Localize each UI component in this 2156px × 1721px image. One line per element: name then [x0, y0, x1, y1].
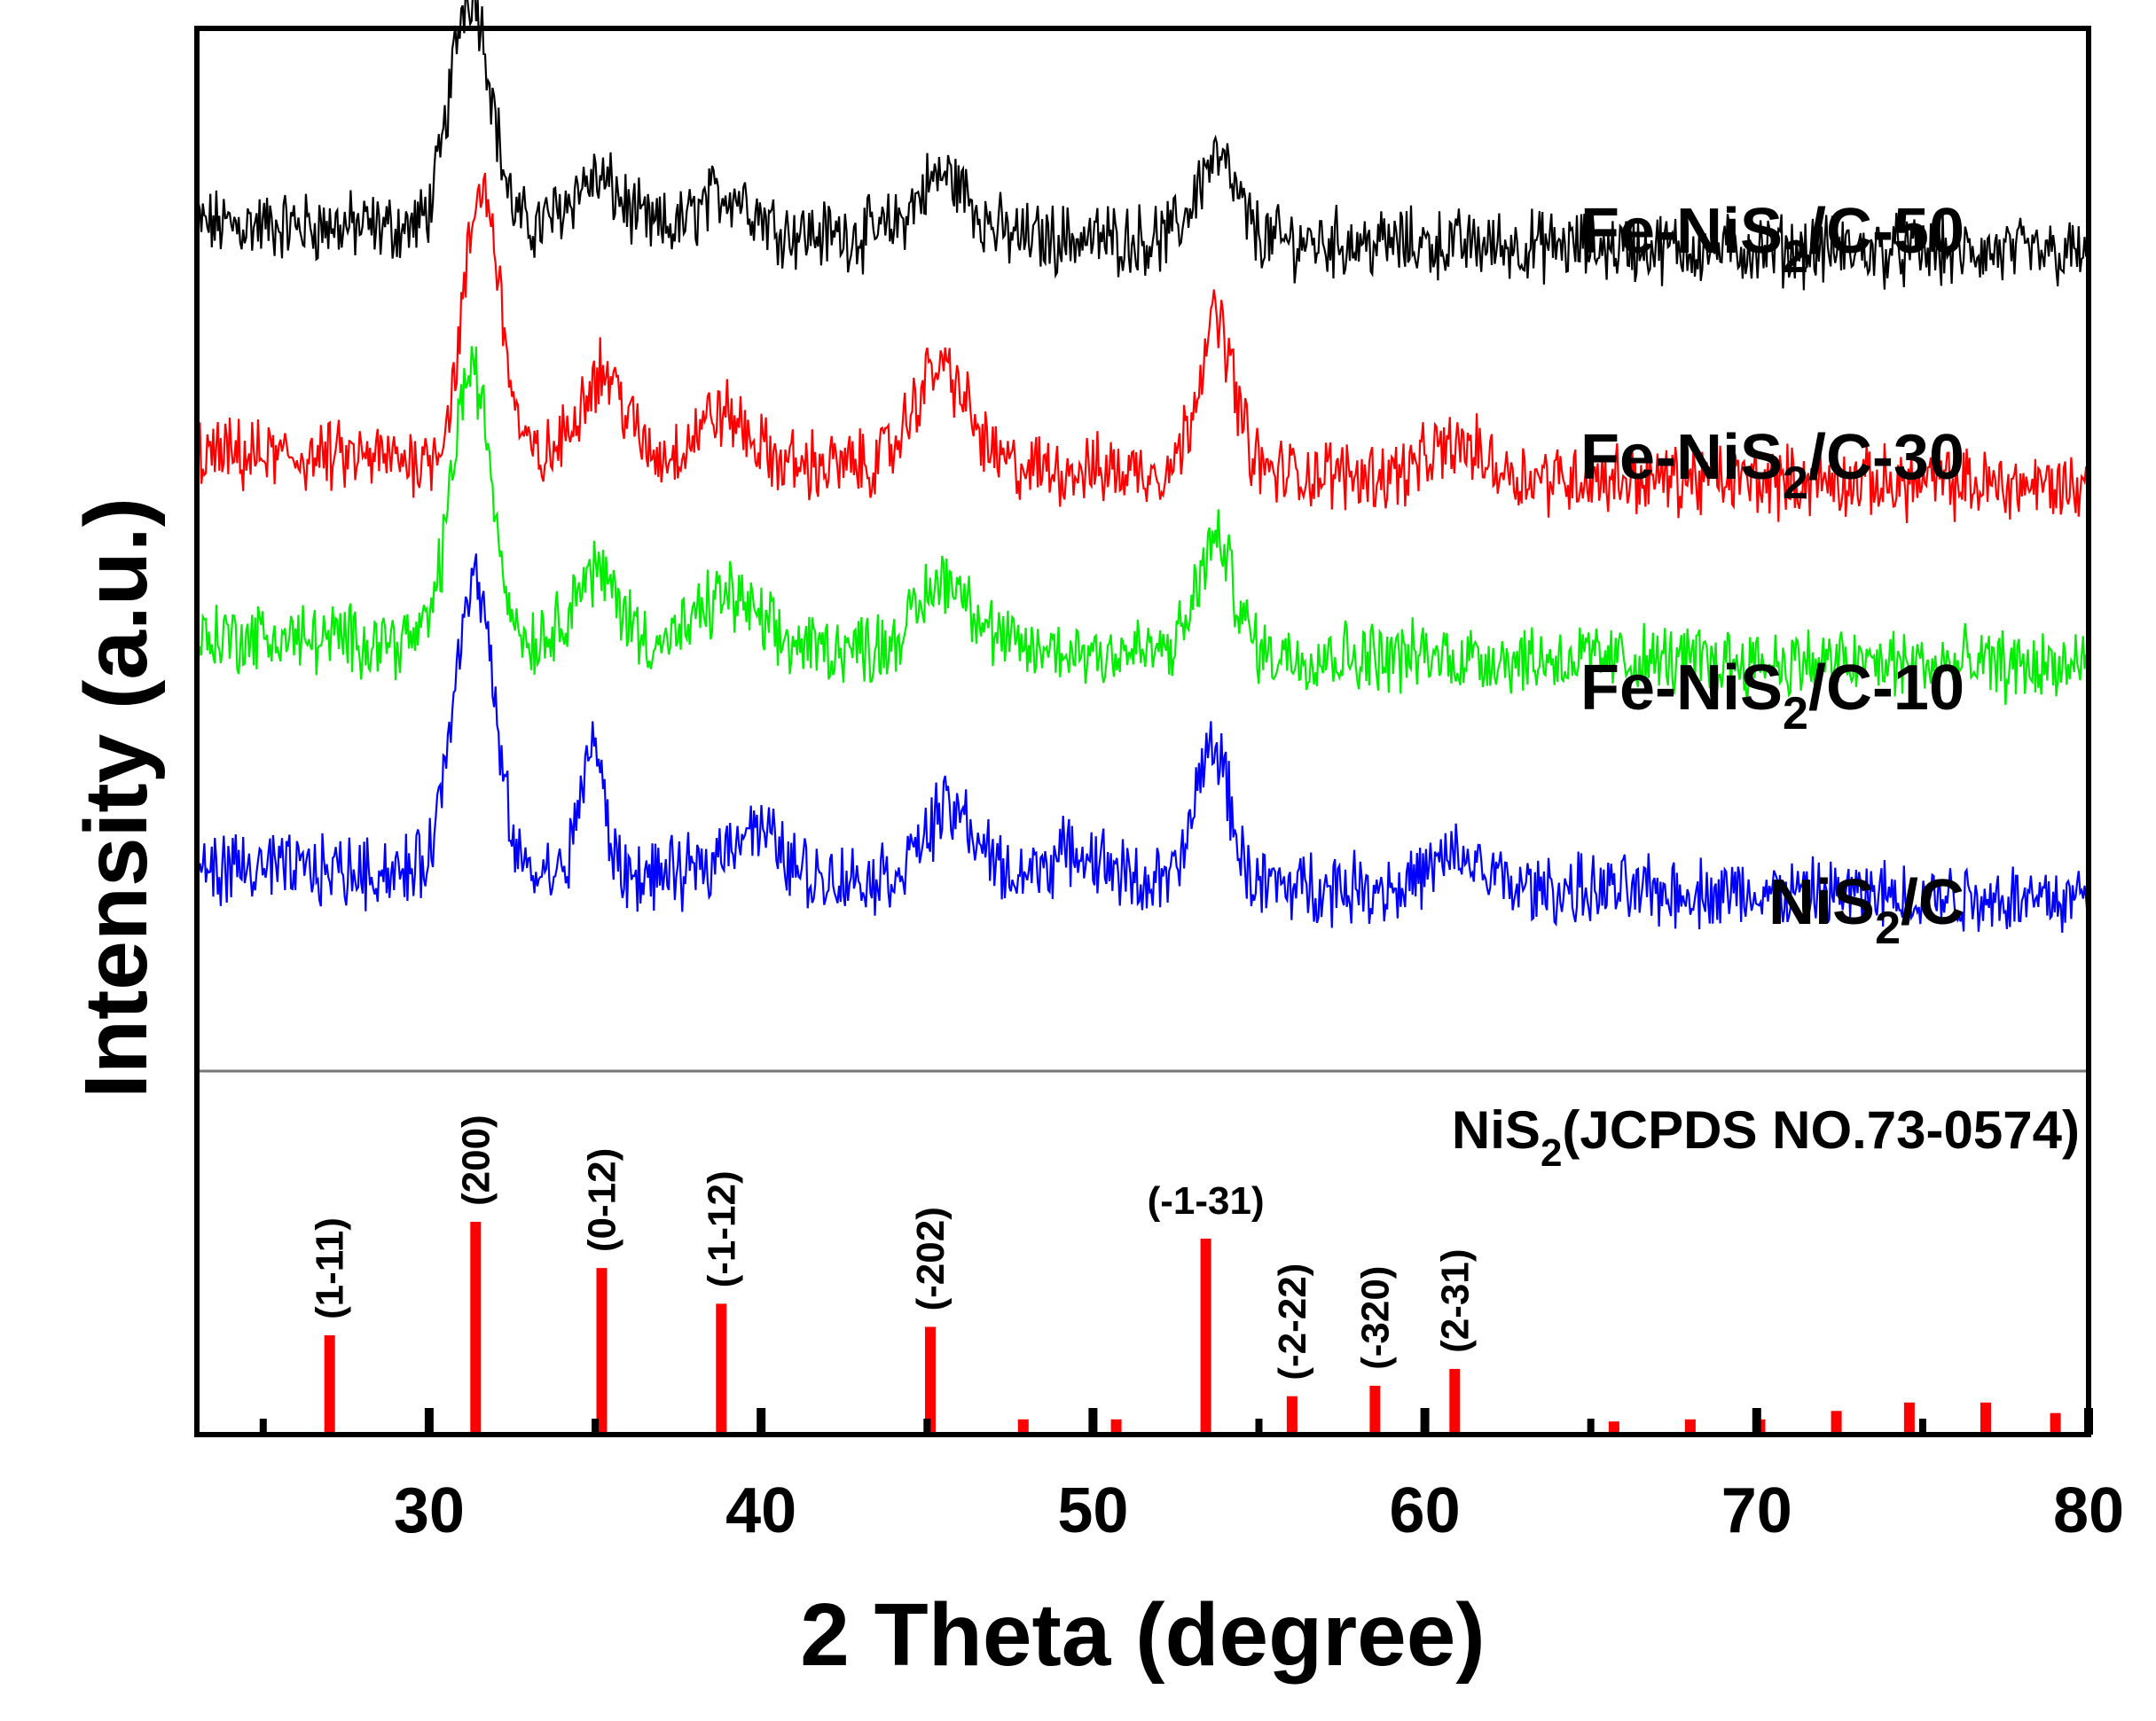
x-tick-label: 30: [394, 1475, 465, 1546]
reference-peak-1: [470, 1222, 482, 1432]
x-tick-label: 60: [1390, 1475, 1461, 1546]
x-axis-ticks: 30 40 50 60 70 80: [259, 1408, 2124, 1546]
hkl-label-9: (-320): [1353, 1266, 1397, 1370]
series-label-0: Fe-NiS2/C-50: [1580, 196, 1964, 283]
hkl-label-1: (200): [454, 1115, 498, 1206]
reference-peak-10: [1449, 1368, 1461, 1432]
reference-label: NiS2(JCPDS NO.73-0574): [1452, 1100, 2080, 1175]
x-tick-label: 50: [1057, 1475, 1128, 1546]
x-tick-label: 40: [725, 1475, 796, 1546]
hkl-label-8: (-2-22): [1271, 1263, 1314, 1381]
reference-peak-7: [1200, 1239, 1211, 1432]
plot-frame: [194, 26, 2091, 1437]
x-axis-title: 2 Theta (degree): [800, 1585, 1485, 1685]
reference-pattern: NiS2(JCPDS NO.73-0574) (1-11) (200) (0-12) (…: [309, 1100, 2080, 1433]
series-line-0: [195, 0, 2089, 291]
reference-peak-8: [1286, 1396, 1298, 1432]
reference-peak-0: [324, 1335, 335, 1432]
hkl-label-7: (-1-31): [1148, 1179, 1265, 1223]
reference-peak-12: [1684, 1419, 1696, 1432]
x-tick-label: 70: [1721, 1475, 1792, 1546]
hkl-label-4: (-202): [909, 1207, 953, 1310]
hkl-label-0: (1-11): [309, 1217, 352, 1319]
y-axis-title: Intensity (a.u.): [67, 497, 166, 1099]
series-labels: Fe-NiS2/C-50 Fe-NiS2/C-30 Fe-NiS2/C-10 NiS2…: [1580, 196, 1964, 954]
reference-peak-2: [596, 1268, 608, 1432]
series-line-3: [195, 553, 2089, 934]
reference-peak-9: [1369, 1385, 1381, 1432]
x-tick-label: 80: [2053, 1475, 2124, 1546]
reference-peak-6: [1110, 1419, 1122, 1432]
series-label-1: Fe-NiS2/C-30: [1580, 422, 1964, 509]
reference-peak-15: [1903, 1402, 1915, 1432]
reference-peak-4: [925, 1326, 936, 1432]
series-label-2: Fe-NiS2/C-10: [1580, 653, 1964, 739]
hkl-label-2: (0-12): [581, 1148, 624, 1252]
series-line-2: [195, 346, 2089, 706]
series-label-3: NiS2/C: [1768, 867, 1964, 954]
reference-peak-3: [716, 1303, 727, 1432]
reference-peak-17: [2050, 1412, 2061, 1432]
hkl-label-3: (-1-12): [700, 1170, 743, 1287]
reference-peak-14: [1831, 1411, 1842, 1432]
series-layer: [195, 0, 2089, 934]
reference-peak-5: [1017, 1419, 1029, 1432]
hkl-label-10: (2-31): [1433, 1249, 1477, 1353]
series-line-1: [195, 172, 2089, 523]
reference-peak-16: [1980, 1402, 1991, 1432]
reference-peak-11: [1608, 1421, 1619, 1433]
